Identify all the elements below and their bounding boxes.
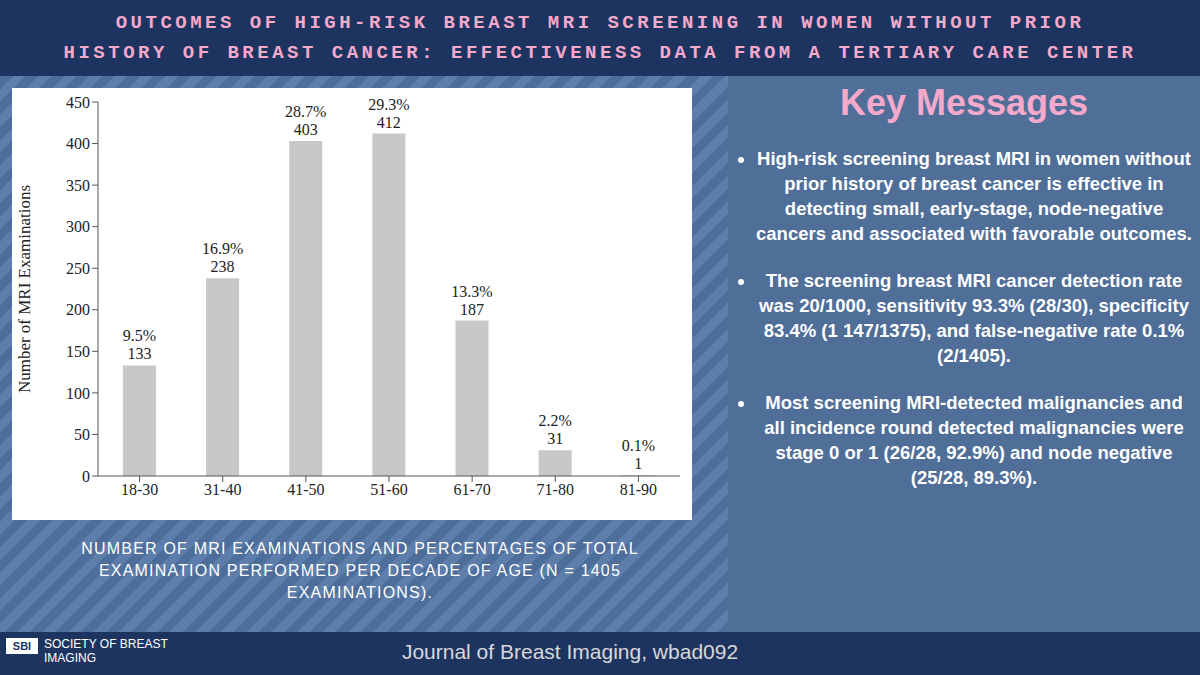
svg-text:9.5%: 9.5% [123, 327, 156, 344]
svg-text:238: 238 [211, 258, 235, 275]
svg-text:31-40: 31-40 [204, 481, 241, 498]
svg-text:50: 50 [74, 426, 90, 443]
html-text:Most screening MRI-detected ma: Most screening MRI-detected malignancies… [764, 392, 1184, 488]
svg-text:51-60: 51-60 [370, 481, 407, 498]
svg-text:187: 187 [460, 301, 484, 318]
svg-text:300: 300 [66, 218, 90, 235]
html-text:HISTORY OF BREAST CANCER: EFFE: HISTORY OF BREAST CANCER: EFFECTIVENESS … [63, 42, 1137, 64]
svg-text:2.2%: 2.2% [538, 412, 571, 429]
svg-text:61-70: 61-70 [453, 481, 490, 498]
html-text:SBI: SBI [12, 640, 32, 652]
svg-text:350: 350 [66, 177, 90, 194]
svg-text:31: 31 [547, 430, 563, 447]
svg-text:Number of MRI Examinations: Number of MRI Examinations [15, 185, 34, 393]
svg-text:13.3%: 13.3% [451, 283, 492, 300]
svg-text:0.1%: 0.1% [622, 437, 655, 454]
svg-text:450: 450 [66, 94, 90, 111]
svg-text:18-30: 18-30 [121, 481, 158, 498]
html-text:Journal of Breast Imaging, wba: Journal of Breast Imaging, wbad092 [401, 640, 739, 663]
svg-text:250: 250 [66, 260, 90, 277]
svg-text:0: 0 [82, 468, 90, 485]
svg-text:28.7%: 28.7% [285, 103, 326, 120]
html-text:OUTCOMES OF HIGH-RISK BREAST M: OUTCOMES OF HIGH-RISK BREAST MRI SCREENI… [115, 12, 1085, 34]
svg-text:16.9%: 16.9% [202, 240, 243, 257]
svg-text:412: 412 [377, 114, 401, 131]
svg-text:71-80: 71-80 [537, 481, 574, 498]
svg-text:41-50: 41-50 [287, 481, 324, 498]
html-text:SOCIETY OF BREAST IMAGING: SOCIETY OF BREAST IMAGING [44, 637, 168, 665]
html-text:The screening breast MRI cance: The screening breast MRI cancer detectio… [759, 270, 1189, 366]
svg-text:200: 200 [66, 301, 90, 318]
html-text:Key Messages: Key Messages [839, 82, 1089, 123]
svg-text:29.3%: 29.3% [368, 96, 409, 113]
svg-text:1: 1 [634, 455, 642, 472]
svg-text:133: 133 [127, 345, 151, 362]
svg-text:403: 403 [294, 121, 318, 138]
svg-text:400: 400 [66, 135, 90, 152]
svg-text:81-90: 81-90 [620, 481, 657, 498]
svg-text:150: 150 [66, 343, 90, 360]
html-text:NUMBER OF MRI EXAMINATIONS AND: NUMBER OF MRI EXAMINATIONS AND PERCENTAG… [81, 540, 639, 601]
svg-text:100: 100 [66, 385, 90, 402]
html-text:High-risk screening breast MRI: High-risk screening breast MRI in women … [756, 148, 1192, 244]
